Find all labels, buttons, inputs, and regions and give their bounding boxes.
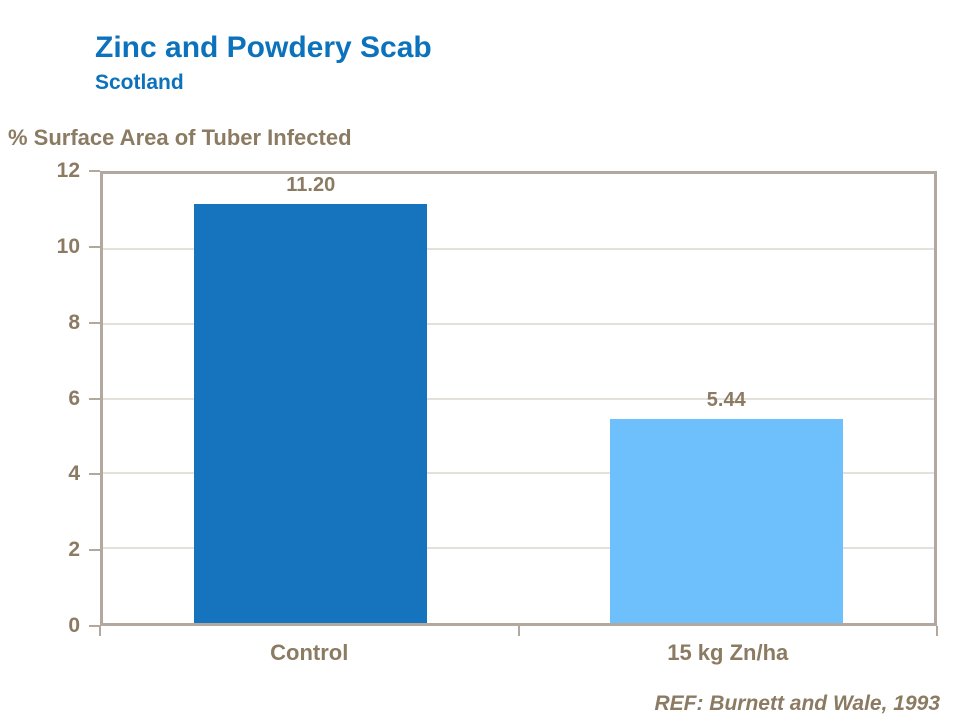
chart-title: Zinc and Powdery Scab [95,31,432,64]
x-tick-mark-50 [517,626,520,636]
gridline-4 [103,472,934,474]
y-axis-labels: 0 2 4 6 8 10 12 [0,159,84,637]
y-tick-label-0: 0 [68,614,80,637]
reference-text: REF: Burnett and Wale, 1993 [654,692,940,715]
y-tick-label-4: 4 [68,462,80,486]
y-tick-label-8: 8 [68,310,80,334]
x-category-label-15-kg-zn-ha: 15 kg Zn/ha [667,640,789,665]
bar-control [194,203,428,623]
bar-value-label-15-kg-zn-ha: 5.44 [706,389,746,412]
y-tick-mark-2 [89,549,100,552]
y-tick-mark-12 [89,170,100,172]
y-axis-title: % Surface Area of Tuber Infected [8,125,352,150]
gridline-6 [103,398,934,399]
y-tick-mark-8 [89,321,100,324]
x-tick-mark-0 [99,626,101,636]
x-category-label-control: Control [270,640,349,665]
y-tick-label-12: 12 [56,159,80,182]
y-tick-label-10: 10 [56,234,80,258]
y-tick-label-6: 6 [68,386,80,410]
y-axis-ticks [89,170,100,627]
y-tick-mark-6 [89,397,100,400]
y-tick-mark-10 [89,245,100,248]
x-axis-labels: Control 15 kg Zn/ha [100,640,937,668]
x-tick-mark-100 [936,626,938,636]
y-tick-label-2: 2 [68,538,80,562]
gridline-2 [103,547,934,549]
plot-area: 11.20 5.44 [100,171,937,626]
x-axis-ticks [99,626,938,636]
y-tick-mark-0 [89,625,100,627]
bar-15-kg-zn-ha [609,419,843,623]
gridline-10 [103,248,934,250]
gridline-8 [103,323,934,325]
y-tick-mark-4 [89,473,100,476]
chart-subtitle: Scotland [95,71,184,94]
bar-value-label-control: 11.20 [286,173,336,196]
